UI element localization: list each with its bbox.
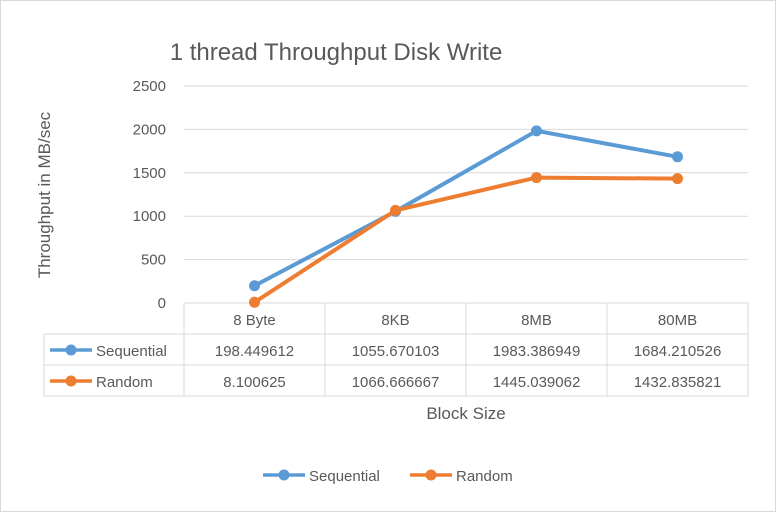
data-point-sequential [249,280,260,292]
table-series-name: Sequential [96,343,167,360]
data-point-random [531,172,542,184]
data-point-random [672,173,683,185]
table-value-cell: 1055.670103 [352,343,440,360]
x-category-label: 8MB [521,312,552,329]
data-point-sequential [531,125,542,137]
table-value-cell: 1445.039062 [493,374,581,391]
data-point-random [249,296,260,308]
y-tick-label: 1500 [133,165,166,182]
x-category-label: 80MB [658,312,697,329]
x-category-label: 8KB [381,312,409,329]
legend-entry-label: Random [456,468,513,485]
legend-key-marker [425,469,437,481]
table-value-cell: 1432.835821 [634,374,722,391]
y-tick-label: 500 [141,252,166,269]
y-tick-label: 2000 [133,121,166,138]
y-tick-label: 0 [158,295,166,312]
legend-entry-label: Sequential [309,468,380,485]
chart-title: 1 thread Throughput Disk Write [170,39,503,66]
table-legend-key-marker [65,375,77,387]
legend-key-marker [278,469,290,481]
table-legend-key-marker [65,344,77,356]
y-axis-title: Throughput in MB/sec [35,111,54,278]
y-tick-label: 2500 [133,78,166,95]
table-value-cell: 1684.210526 [634,343,722,360]
data-point-random [390,204,401,216]
series-line-random [252,175,680,305]
table-value-cell: 1983.386949 [493,343,581,360]
table-value-cell: 8.100625 [223,374,286,391]
x-axis-title: Block Size [426,404,505,423]
series-line-sequential [252,128,680,288]
y-tick-label: 1000 [133,208,166,225]
table-value-cell: 1066.666667 [352,374,440,391]
table-value-cell: 198.449612 [215,343,294,360]
x-category-label: 8 Byte [233,312,276,329]
table-series-name: Random [96,374,153,391]
data-point-sequential [672,151,683,163]
